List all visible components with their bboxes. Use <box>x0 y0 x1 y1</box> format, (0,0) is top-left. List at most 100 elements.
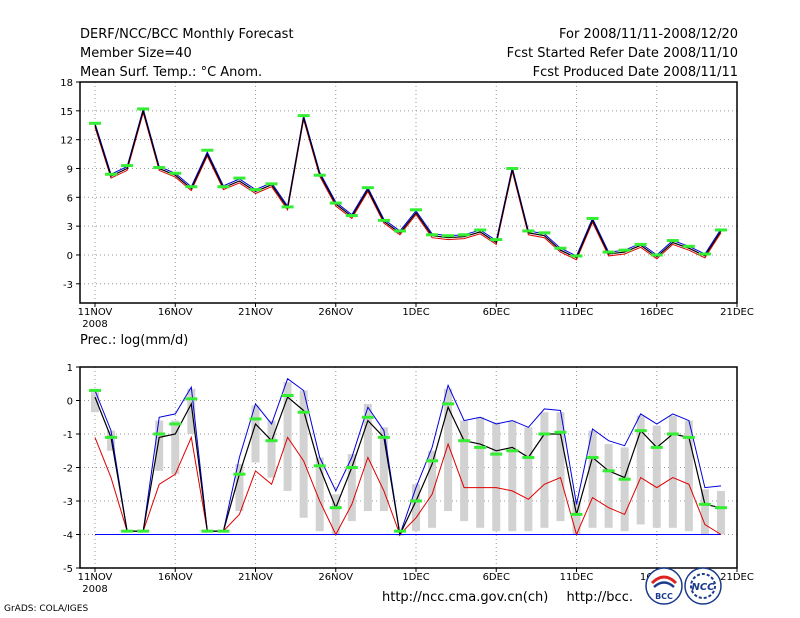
marker-dash <box>377 435 390 439</box>
marker-dash <box>281 205 294 209</box>
spread-bar <box>556 412 565 522</box>
marker-dash <box>458 233 471 237</box>
marker-dash <box>682 244 695 248</box>
spread-bar <box>379 427 388 512</box>
marker-dash <box>666 239 679 243</box>
x-tick-label: 16NOV <box>158 307 193 318</box>
lower-series-line <box>94 435 722 536</box>
marker-dash <box>217 185 230 189</box>
spread-bar <box>524 427 533 532</box>
marker-dash <box>698 502 711 506</box>
marker-dash <box>650 445 663 449</box>
spread-bar <box>508 420 517 532</box>
marker-dash <box>185 185 198 189</box>
spread-bar <box>428 450 437 528</box>
marker-dash <box>89 121 101 125</box>
upper-series-line <box>94 107 722 257</box>
spread-bar <box>700 489 709 535</box>
marker-dash <box>506 449 519 453</box>
spread-bar <box>588 430 597 528</box>
spread-bar <box>91 392 99 413</box>
marker-dash <box>313 464 326 468</box>
x-tick-label: 11NOV <box>78 572 113 583</box>
spread-bar <box>716 490 725 535</box>
x-tick-label: 1DEC <box>402 572 429 583</box>
spread-bar <box>412 484 420 532</box>
produced-date: Fcst Produced Date 2008/11/11 <box>532 65 738 80</box>
marker-dash <box>329 201 342 205</box>
marker-dash <box>426 459 439 463</box>
y-tick-label: 12 <box>60 136 73 147</box>
marker-dash <box>522 455 535 459</box>
spread-bar <box>235 464 244 512</box>
marker-dash <box>666 432 679 436</box>
marker-dash <box>490 238 503 242</box>
bcc-url-link[interactable]: http://bcc. <box>566 590 633 605</box>
ncc-logo-icon: NCC <box>684 567 722 605</box>
marker-dash <box>153 166 166 170</box>
x-tick-label: 21NOV <box>238 572 273 583</box>
x-tick-label: 11DEC <box>560 307 594 318</box>
x-tick-label: 26NOV <box>318 307 353 318</box>
x-year-label: 2008 <box>82 584 107 595</box>
spread-bar <box>620 447 629 532</box>
x-tick-label: 11DEC <box>560 572 594 583</box>
marker-dash <box>185 397 198 401</box>
marker-dash <box>410 208 422 212</box>
y-tick-label: -3 <box>63 497 73 508</box>
marker-dash <box>105 172 118 176</box>
marker-dash <box>377 218 390 222</box>
marker-dash <box>602 250 615 254</box>
marker-dash <box>554 430 567 434</box>
marker-dash <box>634 429 647 433</box>
spread-bar <box>636 415 645 525</box>
spread-bar <box>251 405 260 463</box>
spread-bar <box>492 422 501 532</box>
spread-bar <box>652 425 661 528</box>
y-tick-label: 3 <box>67 222 73 233</box>
spread-bar <box>444 388 453 512</box>
spread-bar <box>155 420 164 471</box>
marker-dash <box>538 231 551 235</box>
precip-panel-title: Prec.: log(mm/d) <box>80 333 189 348</box>
x-tick-label: 16NOV <box>158 572 193 583</box>
y-tick-label: -3 <box>63 280 73 291</box>
marker-dash <box>105 435 118 439</box>
header-left: DERF/NCC/BCC Monthly Forecast Member Siz… <box>80 25 294 82</box>
ncc-logo-text: NCC <box>691 582 715 593</box>
x-tick-label: 6DEC <box>483 307 510 318</box>
y-tick-label: 0 <box>67 397 73 408</box>
marker-dash <box>89 388 101 392</box>
spread-bar <box>315 457 324 532</box>
x-tick-label: 11NOV <box>78 307 113 318</box>
bcc-logo-text: BCC <box>655 592 673 601</box>
y-tick-label: -1 <box>63 430 73 441</box>
member-size: Member Size=40 <box>80 46 192 61</box>
bcc-logo-icon: BCC <box>645 567 683 605</box>
spread-bar <box>540 412 549 528</box>
marker-dash <box>410 499 422 503</box>
y-tick-label: 15 <box>60 107 73 118</box>
spread-bar <box>187 388 196 434</box>
x-tick-label: 6DEC <box>483 572 510 583</box>
x-year-label: 2008 <box>82 319 107 330</box>
marker-dash <box>137 107 150 111</box>
grads-credit: GrADS: COLA/IGES <box>4 604 89 614</box>
ncc-url-link[interactable]: http://ncc.cma.gov.cn(ch) <box>382 590 549 605</box>
x-tick-label: 26NOV <box>318 572 353 583</box>
spread-bar <box>171 420 180 475</box>
marker-dash <box>426 233 439 237</box>
marker-dash <box>618 477 631 481</box>
marker-dash <box>650 253 663 257</box>
spread-bar <box>283 382 292 491</box>
marker-dash <box>474 228 487 232</box>
marker-dash <box>121 164 134 168</box>
x-tick-label: 21DEC <box>720 307 754 318</box>
footer-urls: http://ncc.cma.gov.cn(ch) http://bcc. <box>382 590 647 605</box>
marker-dash <box>345 214 358 218</box>
marker-dash <box>634 242 647 246</box>
marker-dash <box>233 472 246 476</box>
marker-dash <box>201 529 214 533</box>
spread-bar <box>572 501 581 535</box>
marker-dash <box>570 512 583 516</box>
